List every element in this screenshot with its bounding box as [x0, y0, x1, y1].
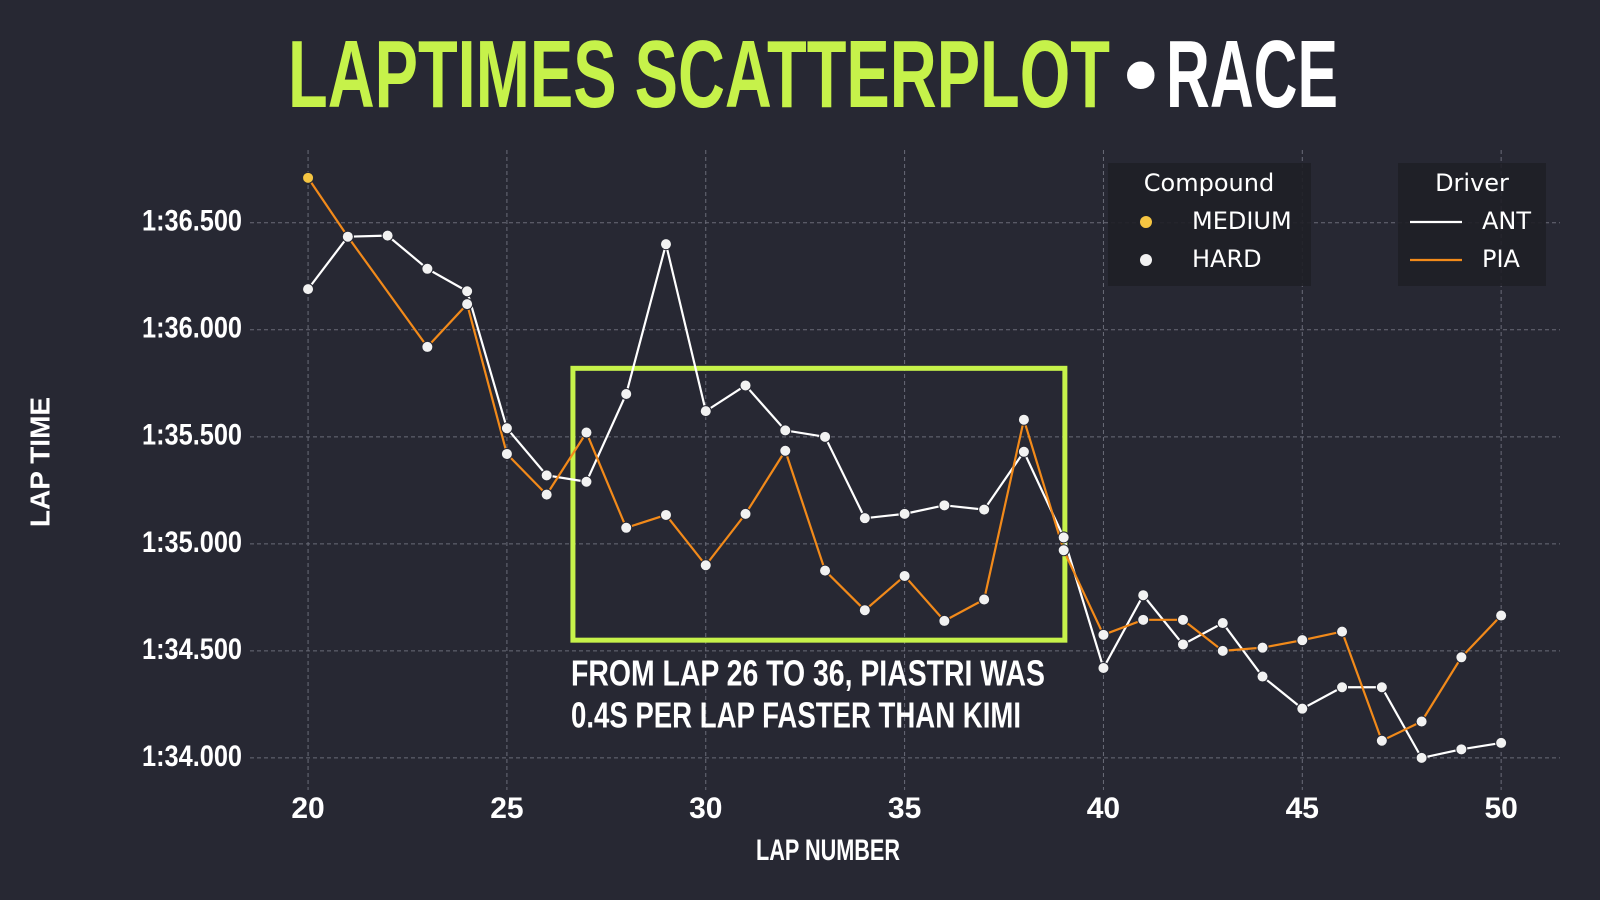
- y-tick-label: 1:35.500: [142, 419, 242, 452]
- lap-point: [1336, 681, 1349, 694]
- x-tick-label: 45: [1286, 792, 1319, 825]
- lap-point: [580, 475, 593, 488]
- lap-point: [1495, 736, 1508, 749]
- lap-point: [739, 379, 752, 392]
- lap-point: [1097, 628, 1110, 641]
- lap-point: [1415, 715, 1428, 728]
- lap-point: [1375, 681, 1388, 694]
- lap-point: [620, 388, 633, 401]
- title-session: RACE: [1166, 21, 1338, 128]
- lap-point: [1256, 670, 1269, 683]
- lap-point: [1375, 734, 1388, 747]
- legend: Compound MEDIUM HARD Driver ANT PIA: [1108, 163, 1546, 286]
- lap-point: [341, 230, 354, 243]
- lap-point: [540, 488, 553, 501]
- x-tick-label: 30: [689, 792, 722, 825]
- lap-point: [1216, 644, 1229, 657]
- lap-point: [1296, 702, 1309, 715]
- lap-point: [858, 604, 871, 617]
- y-tick-label: 1:36.000: [142, 312, 242, 345]
- lap-point: [1137, 613, 1150, 626]
- y-tick-label: 1:36.500: [142, 205, 242, 238]
- legend-marker: [1140, 254, 1152, 266]
- lap-point: [898, 569, 911, 582]
- lap-point: [381, 229, 394, 242]
- lap-point: [500, 422, 513, 435]
- title-separator: •: [1124, 21, 1158, 128]
- lap-point: [1057, 544, 1070, 557]
- plot-area: 1:34.000 1:34.500 1:35.000 1:35.500 1:36.000…: [142, 150, 1560, 825]
- lap-point: [1415, 751, 1428, 764]
- lap-point: [978, 593, 991, 606]
- lap-point: [1455, 743, 1468, 756]
- chart-title: LAPTIMES SCATTERPLOT • RACE: [288, 21, 1338, 128]
- lap-point: [819, 564, 832, 577]
- legend-title: Driver: [1435, 169, 1509, 197]
- y-axis-label: LAP TIME: [24, 397, 55, 527]
- lap-point: [302, 171, 315, 184]
- lap-point: [858, 512, 871, 525]
- lap-point: [1017, 413, 1030, 426]
- lap-point: [779, 424, 792, 437]
- title-main: LAPTIMES SCATTERPLOT: [288, 21, 1110, 128]
- y-tick-label: 1:34.000: [142, 740, 242, 773]
- x-tick-label: 40: [1087, 792, 1120, 825]
- lap-point: [421, 340, 434, 353]
- lap-point: [580, 426, 593, 439]
- lap-point: [819, 430, 832, 443]
- lap-point: [699, 559, 712, 572]
- lap-point: [1256, 641, 1269, 654]
- lap-point: [1017, 445, 1030, 458]
- y-tick-label: 1:35.000: [142, 526, 242, 559]
- lap-point: [938, 499, 951, 512]
- annotation: FROM LAP 26 TO 36, PIASTRI WAS: [571, 653, 1045, 694]
- highlight-box: [570, 365, 1068, 643]
- lap-point: [421, 262, 434, 275]
- legend-label: HARD: [1192, 245, 1262, 273]
- lap-point: [1137, 589, 1150, 602]
- series-line: [307, 177, 1502, 743]
- lap-point: [1176, 638, 1189, 651]
- lap-point: [739, 507, 752, 520]
- x-tick-label: 50: [1484, 792, 1517, 825]
- lap-point: [302, 283, 315, 296]
- lap-point: [1336, 625, 1349, 638]
- lap-point: [461, 298, 474, 311]
- x-tick-label: 25: [490, 792, 523, 825]
- lap-point: [898, 507, 911, 520]
- annotation: 0.4S PER LAP FASTER THAN KIMI: [571, 695, 1021, 736]
- lap-point: [978, 503, 991, 516]
- lap-point: [1176, 613, 1189, 626]
- lap-point: [1495, 609, 1508, 622]
- legend-box: [1398, 163, 1546, 286]
- lap-point: [620, 521, 633, 534]
- lap-point: [500, 447, 513, 460]
- lap-point: [1057, 531, 1070, 544]
- lap-point: [461, 285, 474, 298]
- legend-title: Compound: [1144, 169, 1274, 197]
- lap-point: [540, 469, 553, 482]
- lap-point: [659, 238, 672, 251]
- lap-point: [779, 444, 792, 457]
- lap-point: [1455, 651, 1468, 664]
- legend-marker: [1140, 216, 1152, 228]
- x-tick-label: 35: [888, 792, 921, 825]
- x-tick-label: 20: [291, 792, 324, 825]
- lap-point: [1296, 634, 1309, 647]
- lap-point: [699, 405, 712, 418]
- x-axis-label: LAP NUMBER: [756, 834, 900, 867]
- legend-label: PIA: [1482, 245, 1521, 273]
- lap-point: [938, 614, 951, 627]
- lap-point: [659, 508, 672, 521]
- y-tick-label: 1:34.500: [142, 633, 242, 666]
- legend-label: ANT: [1482, 207, 1531, 235]
- lap-point: [1216, 617, 1229, 630]
- lap-point: [1097, 661, 1110, 674]
- legend-label: MEDIUM: [1192, 207, 1292, 235]
